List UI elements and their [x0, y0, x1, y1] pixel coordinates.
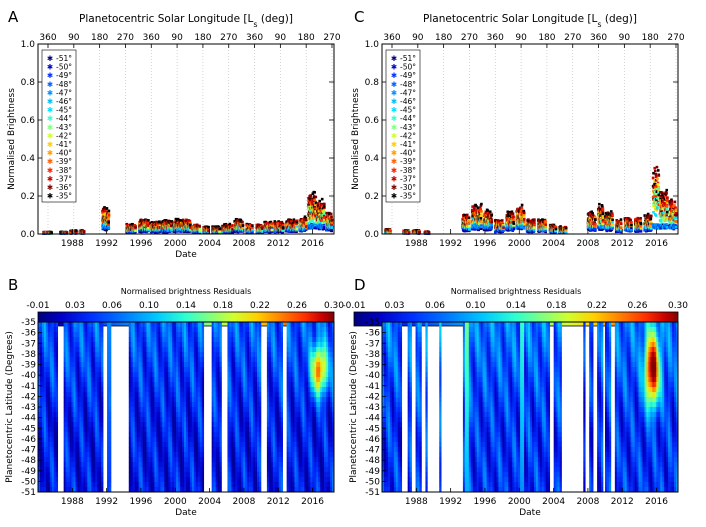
data-point: [241, 220, 244, 224]
top-tick-label: 180: [298, 33, 315, 43]
top-tick-label: 270: [117, 33, 134, 43]
data-point: [65, 231, 69, 234]
data-point: [164, 219, 168, 222]
top-axis-title: Planetocentric Solar Longitude [Ls (deg)…: [79, 13, 293, 29]
data-point: [101, 211, 105, 215]
data-point: [107, 219, 110, 223]
data-point: [153, 221, 156, 224]
data-point: [134, 226, 137, 230]
panel-letter-b: B: [8, 276, 18, 294]
data-point: [241, 226, 245, 230]
data-point: [147, 219, 150, 222]
data-point: [281, 226, 285, 229]
top-tick-label: 90: [171, 33, 183, 43]
data-point: [295, 221, 299, 224]
data-point: [179, 219, 183, 222]
data-point: [147, 226, 150, 230]
panel-a-scatter: 360 90 180 270 360 90 180 270 360 90 180 270 Planeto…: [7, 13, 341, 260]
top-tick-label: 360: [39, 33, 56, 43]
data-point: [295, 227, 299, 231]
data-point: [107, 226, 111, 230]
data-point: [107, 222, 110, 226]
data-point: [189, 223, 192, 227]
data-point: [75, 231, 78, 234]
panel-letter-c: C: [354, 8, 364, 26]
data-point: [150, 221, 154, 224]
data-point: [158, 222, 161, 226]
data-point: [50, 231, 53, 235]
data-point: [131, 223, 134, 226]
data-point: [241, 224, 245, 227]
data-point: [158, 224, 162, 228]
data-point: [105, 207, 109, 210]
data-point: [101, 210, 104, 213]
data-point: [163, 219, 167, 222]
data-point: [174, 217, 178, 221]
data-point: [75, 229, 78, 233]
data-point: [170, 220, 174, 223]
top-tick-label: 270: [323, 33, 340, 43]
top-tick-label: 360: [143, 33, 160, 43]
data-point: [198, 224, 201, 228]
top-axis-title-sub: s: [253, 20, 257, 29]
data-point: [104, 223, 108, 227]
data-point: [107, 214, 111, 218]
data-point: [189, 225, 192, 229]
data-point: [147, 222, 150, 225]
top-tick-label: 180: [194, 33, 211, 43]
data-point: [103, 212, 106, 216]
top-tick-label: 180: [91, 33, 108, 43]
data-point: [107, 216, 110, 220]
data-point: [103, 210, 106, 214]
data-point: [207, 225, 210, 229]
data-point: [170, 228, 174, 232]
data-point: [188, 219, 192, 223]
panel-letter-d: D: [354, 276, 366, 294]
top-tick-label: 360: [246, 33, 263, 43]
data-point: [218, 227, 221, 230]
data-point: [134, 229, 137, 232]
data-point: [82, 230, 86, 234]
data-point: [142, 218, 146, 222]
top-axis-title-end: (deg)]: [258, 13, 293, 25]
data-point: [147, 224, 150, 227]
top-tick-label: 270: [220, 33, 237, 43]
panel-letter-a: A: [8, 8, 19, 26]
data-point: [170, 226, 174, 230]
data-point: [134, 225, 137, 229]
data-point: [125, 223, 129, 227]
data-point: [185, 219, 189, 222]
data-point: [158, 225, 162, 229]
data-point: [270, 222, 274, 225]
data-point: [102, 207, 105, 211]
data-point: [189, 222, 192, 225]
data-point: [270, 228, 274, 232]
data-point: [305, 222, 308, 226]
data-point: [155, 220, 158, 224]
data-point: [251, 224, 254, 227]
data-point: [198, 229, 202, 232]
data-point: [170, 222, 174, 225]
data-point: [158, 220, 161, 223]
data-point: [103, 206, 106, 209]
top-tick-label: 90: [275, 33, 287, 43]
data-point: [281, 223, 285, 227]
data-point: [176, 217, 180, 221]
data-point: [107, 209, 111, 213]
data-point: [107, 224, 110, 228]
data-point: [181, 218, 185, 222]
data-point: [170, 224, 174, 228]
data-point: [107, 221, 110, 224]
data-point: [107, 213, 111, 217]
data-point: [147, 228, 150, 232]
data-point: [158, 228, 162, 232]
top-tick-label: 90: [68, 33, 80, 43]
